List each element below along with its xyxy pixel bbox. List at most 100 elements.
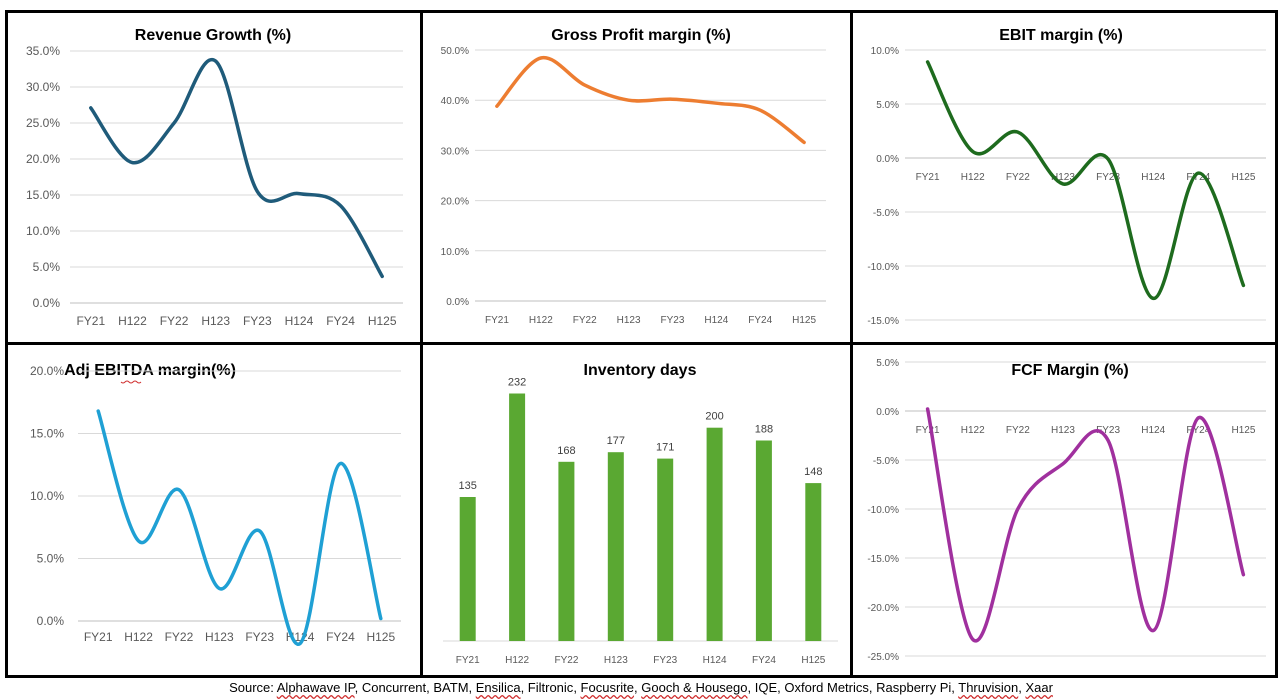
x-tick-label: H125 bbox=[368, 314, 397, 328]
x-tick-label: H125 bbox=[366, 630, 395, 644]
x-tick-label: FY21 bbox=[485, 315, 509, 326]
series-line bbox=[925, 60, 1246, 301]
series-line bbox=[89, 57, 384, 279]
y-tick-label: 40.0% bbox=[441, 96, 469, 107]
data-point-fy21 bbox=[926, 407, 930, 411]
y-tick-label: 20.0% bbox=[30, 364, 64, 378]
ebit-margin-panel: EBIT margin (%) -15.0% -10.0% -5.0% 0.0% 5.0%… bbox=[850, 10, 1278, 345]
data-point-fy21 bbox=[96, 409, 100, 413]
y-tick-label: -5.0% bbox=[873, 456, 899, 467]
series-line bbox=[96, 409, 383, 646]
x-tick-label: H125 bbox=[1231, 425, 1255, 436]
chart-title: FCF Margin (%) bbox=[1011, 362, 1128, 379]
source-company: Alphawave IP bbox=[276, 680, 355, 695]
data-point-h122 bbox=[971, 637, 975, 641]
data-point-fy24 bbox=[1196, 171, 1200, 175]
x-tick-label: H123 bbox=[617, 315, 641, 326]
data-point-fy22 bbox=[1016, 130, 1020, 134]
y-tick-label: -10.0% bbox=[867, 262, 899, 273]
adj-ebitda-chart: Adj EBITDA margin(%)0.0%5.0%10.0%15.0%20… bbox=[30, 362, 401, 646]
y-tick-label: 35.0% bbox=[26, 44, 60, 58]
x-tick-label: H122 bbox=[505, 655, 529, 666]
inventory-days-chart: Inventory days 135 FY21 232 H122 168 FY22 177 H1… bbox=[443, 362, 838, 666]
data-point-fy22 bbox=[177, 488, 181, 492]
fcf-margin-chart: FCF Margin (%) -25.0% -20.0% -15.0% -10.0% -5… bbox=[867, 358, 1266, 663]
bar-h124 bbox=[706, 427, 723, 641]
data-point-h122 bbox=[137, 539, 141, 543]
x-tick-label: FY21 bbox=[456, 655, 480, 666]
data-point-h123 bbox=[214, 59, 218, 63]
gross-profit-chart: Gross Profit margin (%) 0.0% 10.0% 20.0% 30.… bbox=[441, 27, 826, 326]
source-note: Source: Alphawave IP, Concurrent, BATM, … bbox=[229, 680, 1053, 695]
source-prefix: Source: bbox=[229, 680, 277, 695]
x-tick-label: FY23 bbox=[245, 630, 274, 644]
data-label: 148 bbox=[804, 466, 822, 478]
data-label: 188 bbox=[755, 423, 773, 435]
data-point-fy24 bbox=[338, 462, 342, 466]
bar-fy21 bbox=[459, 497, 476, 641]
data-point-fy23 bbox=[258, 529, 262, 533]
x-tick-label: H122 bbox=[118, 314, 147, 328]
y-tick-label: 10.0% bbox=[871, 46, 899, 57]
data-point-h122 bbox=[539, 56, 543, 60]
y-tick-label: 5.0% bbox=[37, 552, 65, 566]
x-tick-label: FY23 bbox=[243, 314, 272, 328]
data-point-fy23 bbox=[1106, 157, 1110, 161]
data-label: 168 bbox=[557, 445, 575, 457]
x-tick-label: H123 bbox=[604, 655, 628, 666]
x-tick-label: FY22 bbox=[1006, 425, 1030, 436]
y-tick-label: -20.0% bbox=[867, 603, 899, 614]
data-point-h123 bbox=[627, 98, 631, 102]
x-tick-label: FY24 bbox=[326, 314, 355, 328]
x-tick-label: H122 bbox=[124, 630, 153, 644]
source-company: Concurrent bbox=[361, 680, 427, 695]
x-tick-label: H125 bbox=[801, 655, 825, 666]
x-tick-label: FY23 bbox=[1096, 425, 1120, 436]
x-tick-label: FY22 bbox=[1006, 172, 1030, 183]
x-tick-label: FY21 bbox=[916, 172, 940, 183]
y-tick-label: -15.0% bbox=[867, 316, 899, 327]
source-company: Ensilica bbox=[475, 680, 521, 695]
data-point-h124 bbox=[1151, 296, 1155, 300]
data-point-h125 bbox=[379, 617, 383, 621]
chart-title: Gross Profit margin (%) bbox=[551, 27, 731, 44]
x-tick-label: H122 bbox=[961, 172, 985, 183]
chart-title: EBIT margin (%) bbox=[999, 27, 1123, 44]
spellcheck-mark bbox=[120, 380, 142, 384]
y-tick-label: 0.0% bbox=[876, 154, 899, 165]
y-tick-label: 0.0% bbox=[33, 296, 61, 310]
data-point-fy23 bbox=[670, 97, 674, 101]
x-tick-label: H123 bbox=[201, 314, 230, 328]
data-label: 135 bbox=[459, 480, 477, 492]
y-tick-label: -5.0% bbox=[873, 208, 899, 219]
y-tick-label: 15.0% bbox=[30, 427, 64, 441]
x-tick-label: H124 bbox=[1141, 425, 1165, 436]
x-tick-label: H124 bbox=[285, 314, 314, 328]
y-tick-label: -10.0% bbox=[867, 505, 899, 516]
data-point-fy24 bbox=[758, 108, 762, 112]
chart-title: Inventory days bbox=[584, 362, 697, 379]
y-tick-label: 10.0% bbox=[30, 489, 64, 503]
bar-h125 bbox=[805, 483, 822, 641]
x-tick-label: H124 bbox=[704, 315, 728, 326]
source-company: Focusrite bbox=[580, 680, 635, 695]
x-tick-label: FY24 bbox=[752, 655, 776, 666]
y-tick-label: 0.0% bbox=[876, 407, 899, 418]
x-tick-label: H125 bbox=[1231, 172, 1255, 183]
data-point-fy21 bbox=[495, 104, 499, 108]
y-tick-label: 0.0% bbox=[446, 297, 469, 308]
data-point-h123 bbox=[1061, 182, 1065, 186]
y-tick-label: 5.0% bbox=[33, 260, 61, 274]
fcf-margin-panel: FCF Margin (%) -25.0% -20.0% -15.0% -10.0% -5… bbox=[850, 342, 1278, 678]
y-tick-label: 25.0% bbox=[26, 116, 60, 130]
ebit-margin-chart: EBIT margin (%) -15.0% -10.0% -5.0% 0.0% 5.0%… bbox=[867, 27, 1266, 327]
x-tick-label: FY21 bbox=[84, 630, 113, 644]
data-point-h125 bbox=[1241, 573, 1245, 577]
x-tick-label: FY23 bbox=[1096, 172, 1120, 183]
y-tick-label: 10.0% bbox=[441, 247, 469, 258]
y-tick-label: -15.0% bbox=[867, 554, 899, 565]
bar-fy22 bbox=[558, 461, 575, 641]
gross-profit-panel: Gross Profit margin (%) 0.0% 10.0% 20.0% 30.… bbox=[420, 10, 853, 345]
data-point-h124 bbox=[714, 101, 718, 105]
data-point-h125 bbox=[380, 274, 384, 278]
